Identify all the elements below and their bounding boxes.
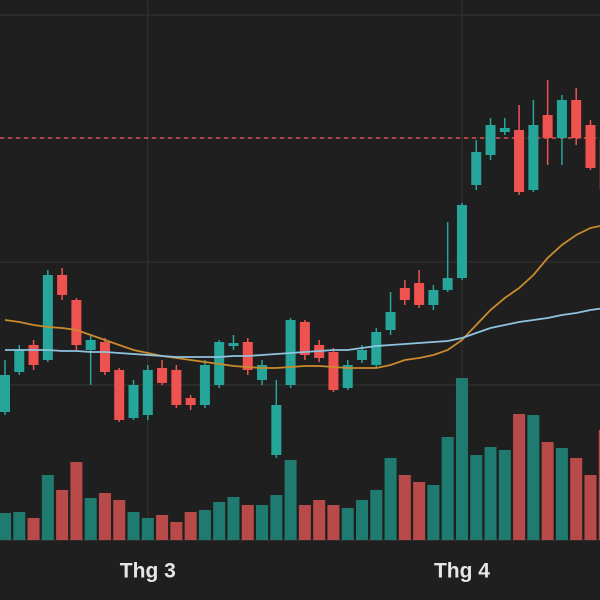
volume-bar	[270, 495, 283, 540]
volume-bar	[427, 485, 440, 540]
volume-bar	[241, 505, 254, 540]
volume-bar	[341, 508, 354, 540]
volume-bar	[398, 475, 411, 540]
candle-body	[228, 343, 239, 346]
candle-body	[357, 350, 367, 360]
candle-body	[528, 125, 539, 190]
volume-bar	[413, 482, 426, 540]
candle-body	[428, 290, 439, 305]
candle-body	[157, 368, 168, 383]
candle-body	[471, 152, 482, 185]
volume-bar	[455, 378, 468, 540]
volume-bar	[384, 458, 397, 540]
candle-body	[171, 370, 182, 405]
volume-bar	[570, 458, 583, 540]
volume-bar	[298, 505, 311, 540]
volume-bar	[27, 518, 40, 540]
volume-bar	[356, 500, 368, 540]
candle-body	[28, 345, 39, 365]
volume-bar	[441, 437, 454, 540]
volume-bar	[0, 513, 11, 540]
volume-bar	[370, 490, 383, 540]
volume-bar	[213, 502, 226, 540]
volume-bar	[327, 505, 340, 540]
volume-bar	[513, 414, 526, 540]
candle-body	[556, 100, 567, 138]
candle-body	[71, 300, 82, 345]
candle-body	[442, 278, 453, 290]
volume-bar	[470, 455, 483, 540]
candle-body	[456, 205, 467, 278]
candle-body	[128, 385, 139, 418]
volume-bar	[13, 512, 26, 540]
volume-bar	[227, 497, 240, 540]
moving-average-line	[4, 225, 600, 369]
candle-body	[257, 365, 268, 380]
candle-body	[14, 350, 25, 372]
x-tick-label: Thg 3	[120, 560, 176, 583]
volume-bar	[98, 493, 111, 540]
volume-bar	[256, 505, 269, 540]
volume-bar	[41, 475, 54, 540]
candle-body	[585, 125, 596, 168]
candle-body	[542, 115, 553, 138]
volume-bar	[584, 475, 597, 540]
volume-bar	[498, 450, 511, 540]
volume-bar	[484, 447, 497, 540]
candle-body	[499, 128, 510, 132]
candle-body	[485, 125, 496, 155]
candle-body	[114, 370, 125, 420]
volume-bar	[70, 462, 83, 540]
volume-bar	[313, 500, 326, 540]
moving-average-line	[5, 307, 600, 358]
candle-body	[99, 342, 110, 372]
candle-body	[342, 365, 353, 388]
volume-bar	[141, 518, 154, 540]
volume-bar	[284, 460, 297, 540]
candle-body	[399, 288, 410, 300]
volume-bar	[113, 500, 126, 540]
candle-body	[57, 275, 68, 295]
volume-bar	[198, 510, 211, 540]
volume-bar	[527, 415, 540, 540]
candle-body	[385, 312, 396, 330]
volume-bar	[84, 498, 97, 540]
candle-body	[199, 365, 210, 405]
candle-body	[414, 283, 425, 305]
candle-body	[142, 370, 153, 415]
candle-body	[514, 130, 525, 192]
candle-body	[371, 332, 382, 365]
volume-bar	[127, 512, 140, 540]
x-tick-label: Thg 4	[434, 560, 490, 583]
candle-body	[299, 322, 310, 355]
volume-bar	[56, 490, 69, 540]
candle-body	[571, 100, 582, 138]
candle-body	[271, 405, 282, 455]
volume-bar	[555, 448, 568, 540]
candle-body	[0, 375, 10, 412]
candle-body	[42, 275, 53, 360]
volume-bar	[184, 512, 197, 540]
candle-body	[185, 398, 196, 405]
volume-bar	[156, 515, 169, 540]
volume-bar	[170, 522, 183, 540]
volume-bar	[541, 442, 554, 540]
candle-body	[85, 340, 96, 350]
volume-bar	[598, 430, 600, 540]
candle-body	[328, 352, 339, 390]
